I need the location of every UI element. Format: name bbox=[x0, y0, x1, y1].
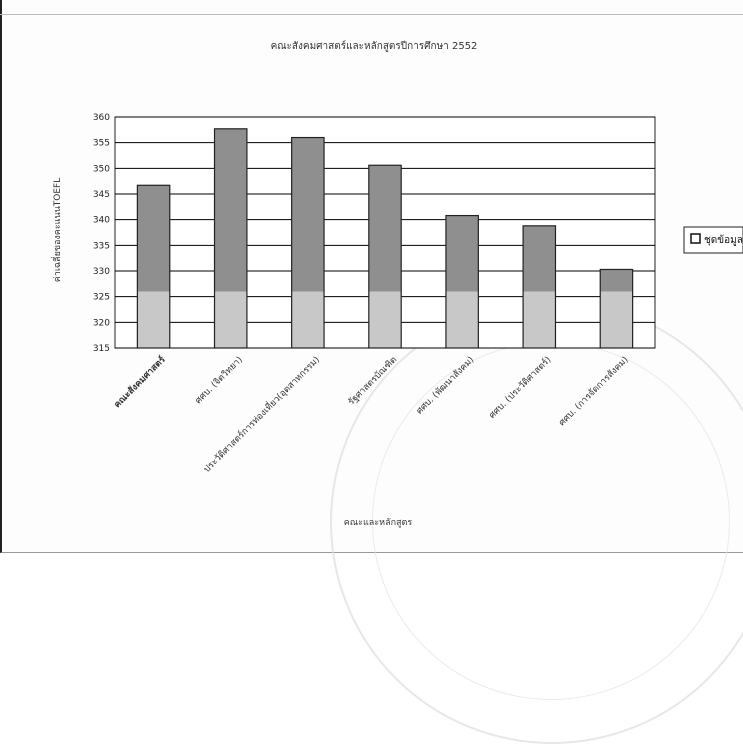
bar-upper bbox=[445, 215, 479, 292]
legend-swatch bbox=[690, 233, 701, 244]
x-category-label: รัฐศาสตรบัณฑิต bbox=[346, 354, 399, 407]
y-tick-label: 335 bbox=[93, 241, 110, 251]
bar-lower bbox=[214, 291, 247, 348]
bar-lower bbox=[291, 291, 325, 348]
legend: ชุดข้อมูล1 bbox=[683, 226, 743, 254]
bar-upper bbox=[214, 128, 247, 292]
x-category-labels: คณะสังคมศาสตร์ ศศบ. (จิตวิทยา)ประวัติศาสต… bbox=[111, 353, 630, 475]
bar-outline bbox=[136, 184, 171, 349]
bar-lower bbox=[523, 291, 556, 348]
bar-lower bbox=[137, 291, 170, 348]
x-category-label: ประวัติศาสตร์การท่องเที่ยว(อุตสาหกรรม) bbox=[200, 353, 322, 475]
bar bbox=[213, 128, 248, 349]
x-category-label: ศศบ. (พัฒนาสังคม) bbox=[415, 355, 477, 417]
bar bbox=[368, 164, 402, 349]
bar bbox=[291, 136, 325, 349]
y-tick-label: 315 bbox=[93, 344, 110, 354]
bar-chart: คณะสังคมศาสตร์และหลักสูตรปีการศึกษา 2552… bbox=[50, 40, 743, 528]
bar-outline bbox=[445, 214, 479, 349]
bars bbox=[136, 128, 634, 349]
y-tick-label: 320 bbox=[93, 318, 110, 328]
bar-lower bbox=[368, 291, 402, 348]
bar-outline bbox=[599, 268, 634, 349]
y-tick-label: 360 bbox=[93, 113, 110, 123]
bar-lower bbox=[600, 291, 633, 348]
x-category-label: ศศบ. (ประวัติศาสตร์) bbox=[486, 354, 553, 421]
y-axis-label: ค่าเฉลี่ยของคะแนนTOEFL bbox=[50, 178, 63, 282]
y-tick-label: 330 bbox=[93, 267, 110, 277]
y-tick-label: 340 bbox=[93, 216, 110, 226]
y-tick-label: 325 bbox=[93, 293, 110, 303]
chart-title: คณะสังคมศาสตร์และหลักสูตรปีการศึกษา 2552 bbox=[271, 40, 478, 52]
bar bbox=[136, 184, 171, 349]
bar-outline bbox=[213, 128, 248, 349]
x-category-label: ศศบ. (จิตวิทยา) bbox=[193, 354, 245, 406]
bar-outline bbox=[368, 164, 402, 349]
bar bbox=[522, 225, 557, 349]
bar-upper bbox=[523, 225, 556, 292]
bar-upper bbox=[137, 185, 170, 292]
y-tick-label: 345 bbox=[93, 190, 110, 200]
top-border-line bbox=[0, 14, 743, 15]
y-tick-labels: 315 320 325 330 335 340 345 350 355 360 bbox=[93, 113, 110, 354]
x-category-label: ศศบ. (การจัดการสังคม) bbox=[557, 355, 630, 428]
bar-upper bbox=[291, 137, 325, 292]
bar bbox=[445, 214, 479, 349]
x-axis-label: คณะและหลักสูตร bbox=[344, 518, 413, 528]
y-tick-label: 355 bbox=[93, 139, 110, 149]
x-category-label: คณะสังคมศาสตร์ bbox=[111, 354, 168, 411]
legend-series-label: ชุดข้อมูล1 bbox=[704, 234, 743, 246]
bar-outline bbox=[522, 225, 557, 349]
y-tick-label: 350 bbox=[93, 164, 110, 174]
bar-upper bbox=[600, 269, 633, 292]
bar-outline bbox=[291, 136, 325, 349]
bar bbox=[599, 268, 634, 349]
bar-upper bbox=[368, 165, 402, 292]
bar-lower bbox=[445, 291, 479, 348]
